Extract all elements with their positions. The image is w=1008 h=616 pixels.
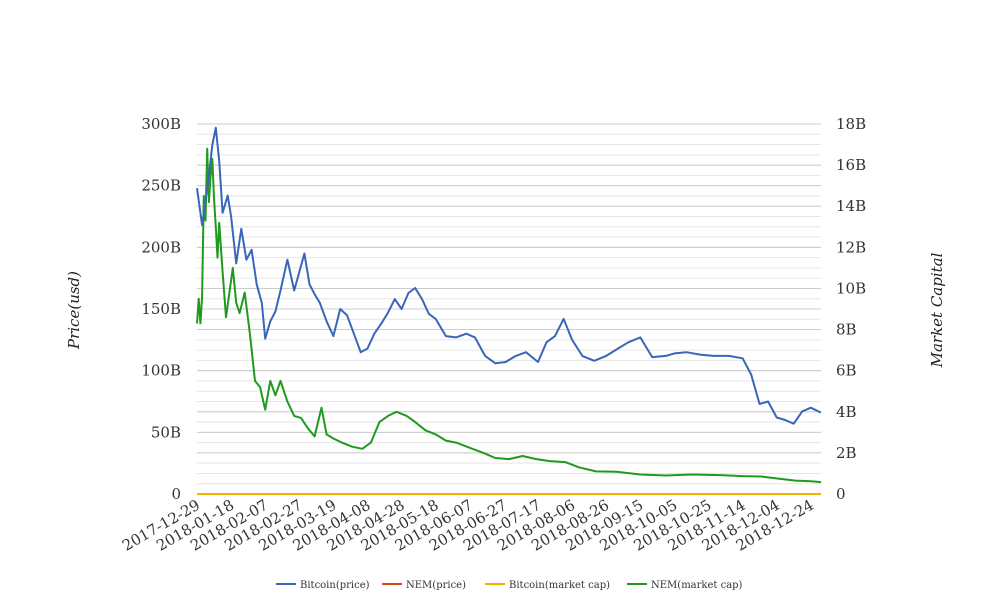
legend-label: NEM(market cap)	[651, 580, 743, 591]
y2-tick-label: 0	[836, 485, 846, 503]
y-tick-label: 0	[171, 485, 181, 503]
left-axis-ticks: 0 50B 100B 150B 200B 250B 300B	[141, 115, 181, 503]
y-tick-label: 200B	[141, 238, 181, 256]
x-axis-ticks: 2017-12-292018-01-182018-02-072018-02-27…	[119, 496, 817, 555]
grid-lines	[197, 123, 821, 495]
legend-label: Bitcoin(price)	[300, 580, 370, 591]
legend-label: NEM(price)	[406, 580, 466, 591]
right-axis-ticks: 0 2B 4B 6B 8B 10B 12B 14B 16B 18B	[836, 115, 866, 503]
y2-tick-label: 2B	[836, 444, 857, 462]
y-tick-label: 250B	[141, 177, 181, 195]
y-tick-label: 150B	[141, 300, 181, 318]
y2-tick-label: 6B	[836, 362, 857, 380]
y2-tick-label: 18B	[836, 115, 866, 133]
bitcoin-price-line	[196, 126, 822, 425]
y2-tick-label: 8B	[836, 321, 857, 339]
legend: Bitcoin(price) NEM(price) Bitcoin(market c…	[276, 580, 743, 591]
y2-tick-label: 14B	[836, 197, 866, 215]
legend-label: Bitcoin(market cap)	[509, 580, 610, 591]
y2-tick-label: 10B	[836, 279, 866, 297]
y-tick-label: 100B	[141, 362, 181, 380]
y-tick-label: 300B	[141, 115, 181, 133]
y2-tick-label: 12B	[836, 238, 866, 256]
y-tick-label: 50B	[151, 423, 181, 441]
left-axis-label: Price(usd)	[65, 271, 83, 350]
nem-market-cap-line	[196, 147, 822, 484]
right-axis-label: Market Capital	[928, 252, 946, 368]
series-layer	[196, 126, 822, 495]
y2-tick-label: 16B	[836, 156, 866, 174]
y2-tick-label: 4B	[836, 403, 857, 421]
